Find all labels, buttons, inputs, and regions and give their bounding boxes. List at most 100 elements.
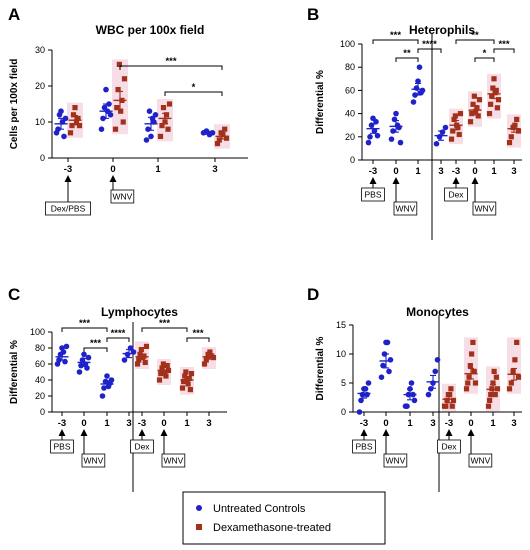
data-point [448, 136, 455, 142]
data-point [488, 101, 494, 107]
data-point [181, 379, 187, 385]
significance-label: ** [471, 30, 479, 41]
data-point [163, 112, 170, 118]
significance-label: *** [165, 56, 176, 67]
annotation-box [393, 201, 418, 216]
data-point [165, 126, 171, 132]
data-point [81, 351, 87, 358]
x-tick-label: 3 [206, 418, 211, 429]
data-point [121, 357, 128, 363]
data-point [491, 76, 497, 82]
data-point [146, 108, 153, 114]
event-annotation: WNV [109, 175, 135, 204]
data-point [490, 85, 496, 91]
annotation-label: Dex [448, 190, 464, 200]
data-point [364, 391, 370, 398]
data-point [134, 361, 141, 367]
data-point [148, 133, 154, 140]
event-annotation: WNV [160, 429, 186, 468]
data-point [487, 397, 493, 403]
annotation-box [45, 201, 92, 216]
data-point [185, 381, 191, 387]
data-point [220, 132, 226, 138]
significance-bracket: **** [417, 39, 442, 53]
bracket-line [493, 48, 515, 53]
data-group [425, 357, 441, 398]
data-point [160, 361, 166, 367]
data-point [164, 363, 170, 369]
data-point [508, 380, 514, 386]
annotation-box [383, 453, 408, 468]
data-point [467, 363, 473, 369]
data-group [448, 111, 464, 142]
significance-label: *** [159, 318, 170, 329]
significance-label: *** [498, 39, 509, 50]
panel-letter: C [8, 285, 20, 304]
data-point [408, 380, 415, 386]
x-tick-label: 0 [468, 418, 473, 429]
data-point [104, 373, 110, 379]
data-point [356, 409, 363, 415]
data-group [506, 339, 522, 392]
data-point [447, 392, 453, 398]
data-point [449, 403, 455, 409]
event-annotation: WNV [392, 177, 418, 216]
data-point [116, 61, 122, 67]
data-point [214, 141, 221, 147]
x-tick-label: 3 [511, 166, 516, 177]
data-point [162, 369, 168, 375]
data-point [415, 78, 421, 84]
data-point [493, 87, 499, 93]
data-point [411, 397, 418, 404]
data-point [450, 128, 456, 134]
bracket-line [83, 347, 108, 352]
arrow-head-icon [369, 177, 377, 184]
data-point [114, 105, 120, 111]
annotation-label: WNV [470, 456, 490, 466]
x-tick-label: 1 [184, 418, 190, 429]
annotation-label: WNV [395, 204, 415, 214]
arrow-head-icon [80, 429, 88, 436]
data-point [486, 111, 493, 117]
x-tick-label: 3 [126, 418, 131, 429]
data-point [76, 123, 83, 129]
significance-label: **** [111, 328, 126, 339]
y-tick-label: 10 [35, 117, 45, 127]
data-point [388, 136, 395, 142]
data-point [515, 128, 522, 134]
y-axis-label: Differential % [315, 70, 326, 134]
data-point [397, 139, 404, 146]
y-tick-label: 0 [350, 155, 355, 165]
data-point [472, 380, 479, 386]
panel-title: Monocytes [406, 305, 469, 319]
annotation-label: WNV [474, 204, 494, 214]
y-tick-label: 60 [35, 359, 45, 369]
data-point [474, 105, 480, 111]
data-group [485, 368, 501, 409]
data-group [134, 343, 150, 367]
significance-label: *** [390, 30, 401, 41]
data-point [143, 137, 150, 143]
data-point [136, 357, 142, 363]
panel-d: D Monocytes Differential % 0 5 10 15 -3 0 1 3 -3 0 1 3… [307, 285, 522, 492]
significance-label: * [483, 48, 487, 59]
data-point [138, 347, 144, 353]
legend: Untreated Controls Dexamethasone-treated [182, 491, 386, 545]
data-point [390, 128, 396, 134]
data-point [427, 386, 434, 392]
data-point [452, 113, 458, 119]
data-point [159, 365, 165, 371]
y-tick-label: 20 [35, 391, 45, 401]
annotation-box [130, 439, 154, 454]
y-tick-label: 20 [345, 132, 355, 142]
annotation-label: Dex [441, 442, 457, 452]
arrow-head-icon [138, 429, 146, 436]
data-point [476, 97, 483, 103]
data-point [492, 392, 498, 398]
data-point [163, 373, 169, 379]
panel-letter: B [307, 5, 319, 24]
annotation-box [437, 439, 461, 454]
annotation-box [468, 453, 493, 468]
arrow-head-icon [109, 175, 117, 182]
